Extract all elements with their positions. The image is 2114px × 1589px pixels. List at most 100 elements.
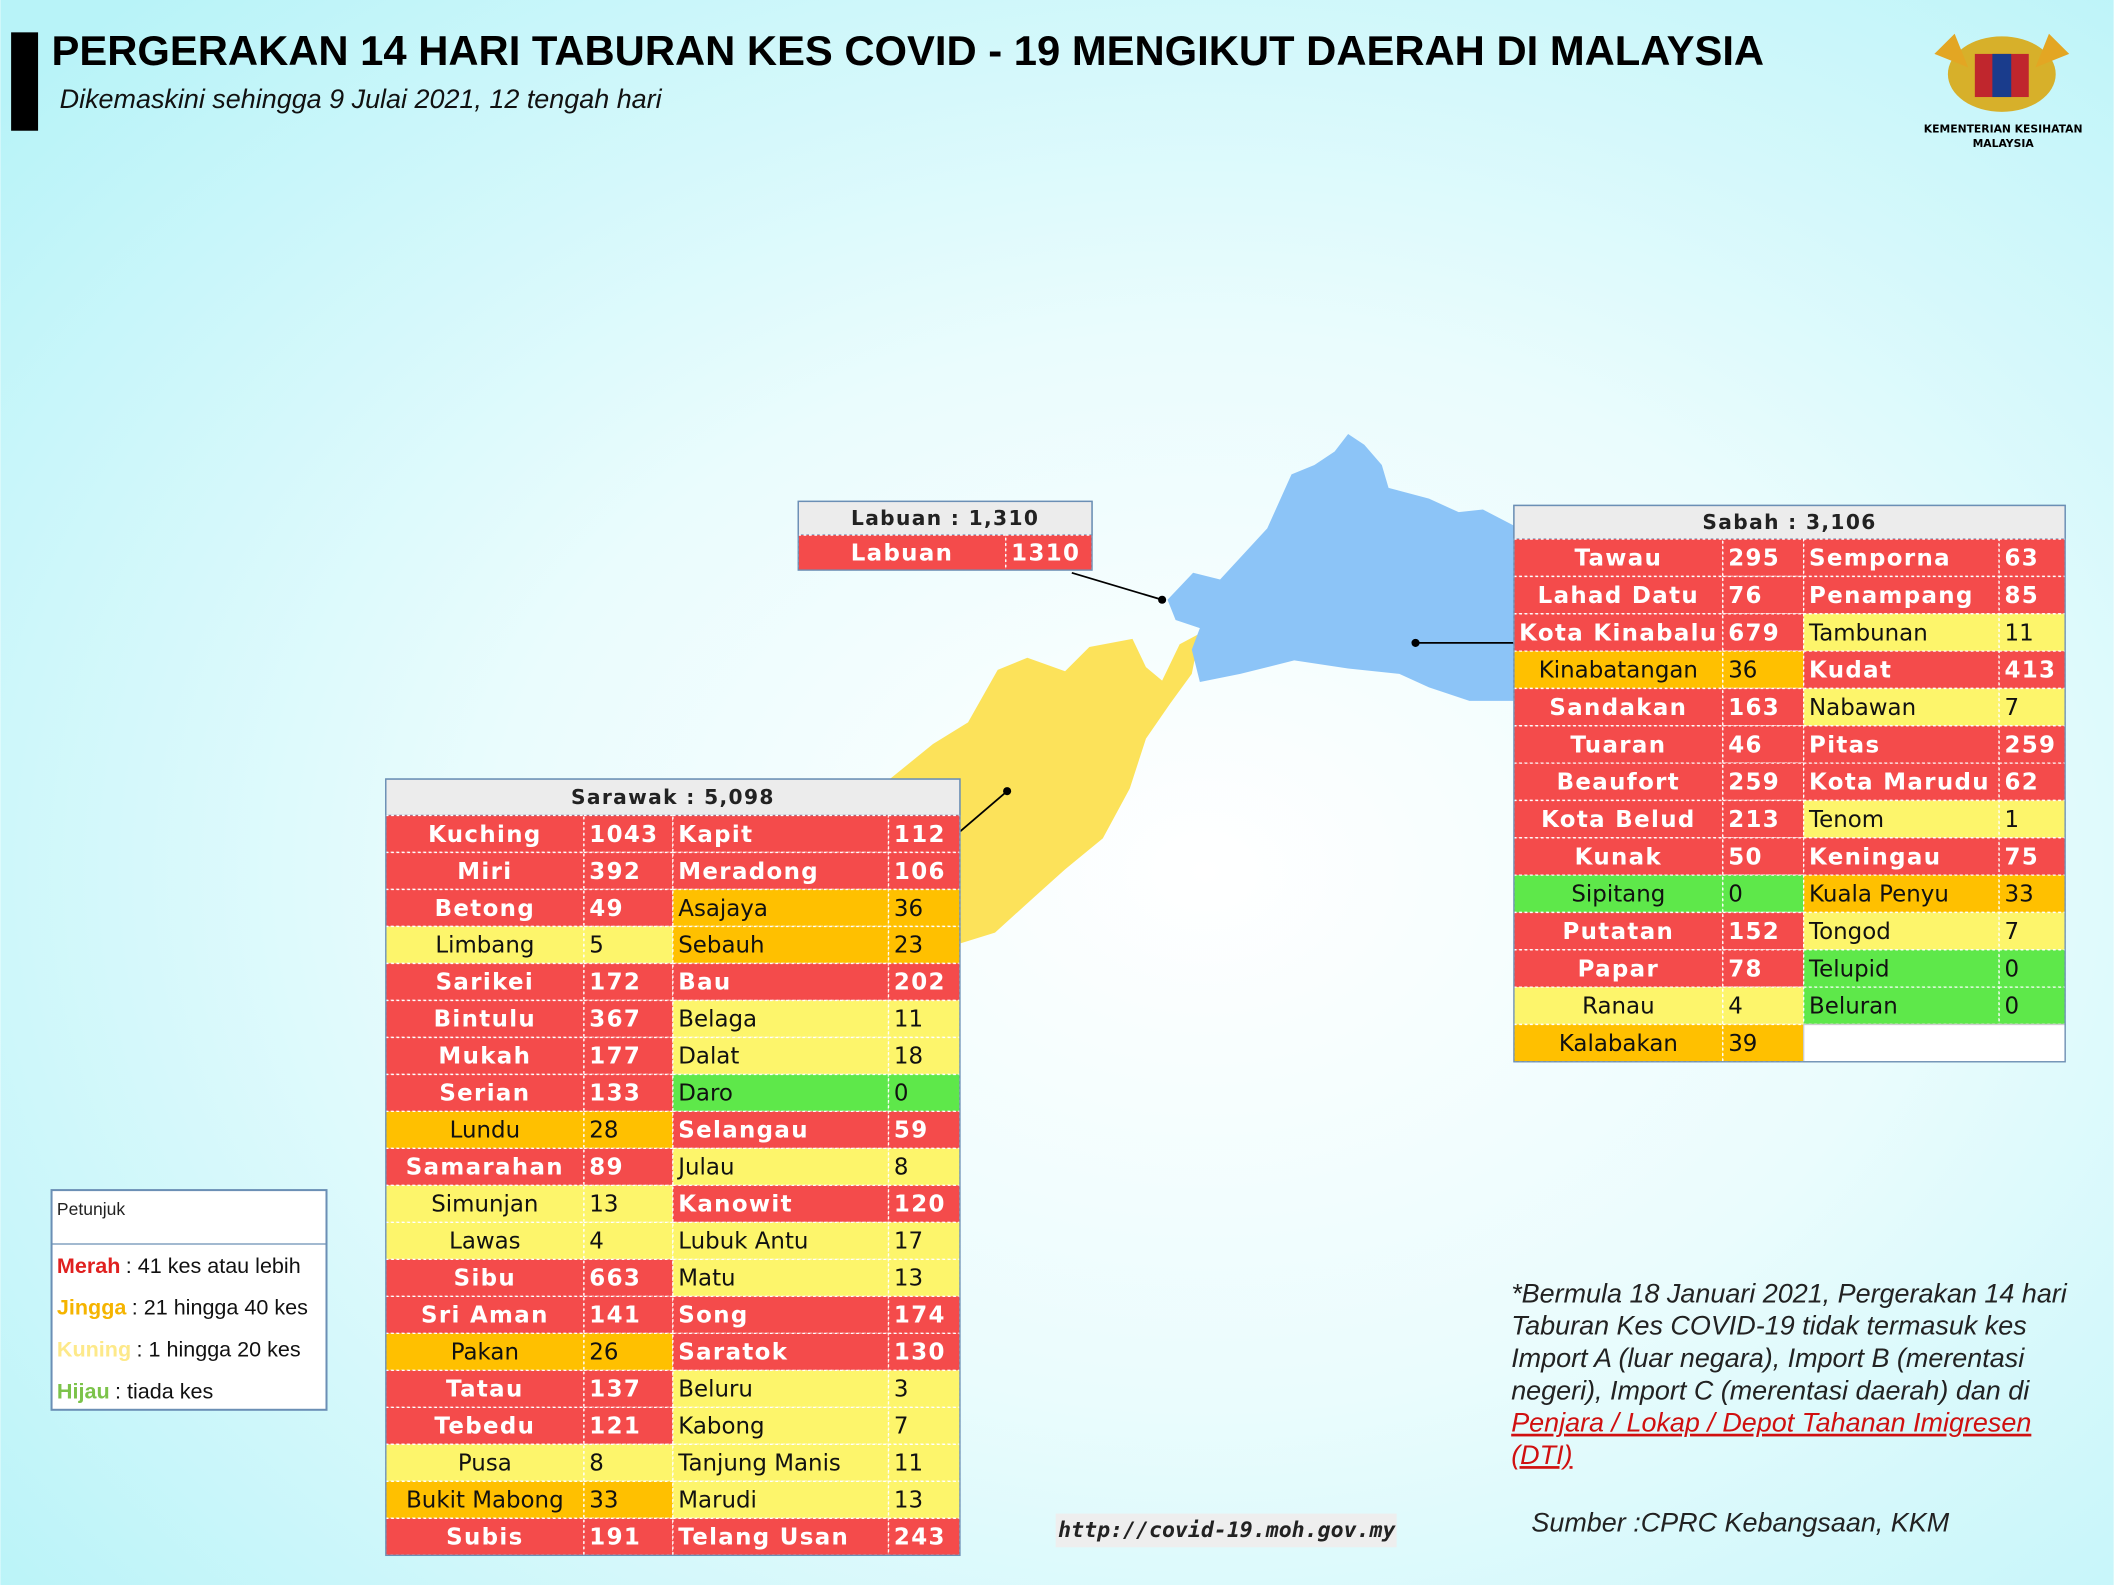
district-value: 62 <box>2004 770 2039 796</box>
legend-text: : tiada kes <box>115 1378 213 1403</box>
district-name: Tenom <box>1808 807 1884 833</box>
district-value: 85 <box>2004 583 2039 609</box>
table-header: Labuan : 1,310 <box>851 506 1039 530</box>
district-name: Kudat <box>1809 658 1892 684</box>
district-name: Kapit <box>678 822 753 848</box>
cell-bg <box>887 1073 961 1113</box>
cell-bg <box>583 1147 674 1187</box>
cell-bg <box>672 1036 890 1076</box>
district-value: 8 <box>589 1451 604 1477</box>
district-name: Dalat <box>678 1044 739 1070</box>
footnote-link: (DTI) <box>1511 1440 1572 1470</box>
district-name: Sipitang <box>1571 882 1665 908</box>
cell-bg <box>672 1295 890 1335</box>
url[interactable]: http://covid-19.moh.gov.my <box>1058 1518 1396 1543</box>
district-value: 11 <box>2004 620 2033 646</box>
district-value: 63 <box>2004 546 2039 572</box>
cell-bg <box>887 999 961 1039</box>
district-name: Tatau <box>446 1377 524 1403</box>
title-bar <box>11 32 39 131</box>
cell-bg <box>1998 874 2066 914</box>
cell-bg <box>1803 613 2000 652</box>
cell-bg <box>887 962 961 1002</box>
district-value: 8 <box>894 1155 909 1181</box>
cell-bg <box>1998 613 2066 652</box>
district-value: 59 <box>894 1118 929 1144</box>
footnote-line: negeri), Import C (merentasi daerah) dan… <box>1511 1375 2030 1405</box>
cell-bg <box>887 1221 961 1261</box>
cell-bg <box>1998 949 2066 988</box>
cell-bg <box>1803 575 2000 615</box>
district-name: Lundu <box>450 1118 520 1144</box>
cell-bg <box>887 851 961 891</box>
district-name: Beaufort <box>1557 770 1681 796</box>
table-header-bg <box>797 500 1093 536</box>
cell-bg <box>583 1406 674 1446</box>
cell-bg <box>887 1517 961 1557</box>
district-value: 0 <box>1728 882 1743 908</box>
cell-bg <box>583 851 674 891</box>
map-sabah <box>1167 433 1514 701</box>
district-name: Kalabakan <box>1559 1031 1678 1057</box>
cell-bg <box>1998 911 2066 951</box>
cell-bg <box>385 851 585 891</box>
cell-bg <box>887 1443 961 1483</box>
cell-bg <box>385 1517 585 1557</box>
district-value: 152 <box>1728 919 1780 945</box>
cell-bg <box>583 1221 674 1261</box>
district-name: Keningau <box>1809 844 1941 870</box>
district-name: Sarikei <box>436 970 535 996</box>
legend-title: Petunjuk <box>57 1199 125 1219</box>
district-value: 76 <box>1728 583 1763 609</box>
cell-bg <box>887 1406 961 1446</box>
district-name: Daro <box>678 1081 733 1107</box>
district-name: Telang Usan <box>678 1525 849 1551</box>
cell-bg <box>1722 687 1805 727</box>
district-name: Lahad Datu <box>1538 583 1699 609</box>
district-value: 137 <box>589 1377 641 1403</box>
district-value: 259 <box>2004 732 2056 758</box>
district-value: 36 <box>1728 658 1757 684</box>
district-value: 163 <box>1728 695 1780 721</box>
district-value: 679 <box>1728 620 1780 646</box>
district-value: 11 <box>894 1451 923 1477</box>
cell-bg <box>1513 762 1724 802</box>
logo-text: KEMENTERIAN KESIHATAN <box>1924 122 2083 135</box>
table-border <box>1513 504 2066 1063</box>
legend-label: Merah <box>57 1253 120 1278</box>
district-name: Pitas <box>1809 732 1880 758</box>
cell-bg <box>385 1480 585 1520</box>
cell-bg <box>385 1443 585 1483</box>
district-value: 13 <box>894 1266 923 1292</box>
district-value: 130 <box>894 1340 946 1366</box>
cell-bg <box>583 1517 674 1557</box>
legend-label: Jingga <box>57 1294 127 1319</box>
district-value: 39 <box>1728 1031 1757 1057</box>
cell-bg <box>1722 650 1805 690</box>
district-name: Selangau <box>678 1118 809 1144</box>
district-name: Samarahan <box>406 1155 564 1181</box>
district-value: 0 <box>2004 994 2019 1020</box>
district-value: 75 <box>2004 844 2039 870</box>
cell-bg <box>583 814 674 854</box>
district-value: 4 <box>589 1229 604 1255</box>
cell-bg <box>672 1147 890 1187</box>
district-value: 177 <box>589 1044 641 1070</box>
district-value: 3 <box>894 1377 909 1403</box>
district-value: 89 <box>589 1155 624 1181</box>
district-value: 78 <box>1728 956 1763 982</box>
district-name: Bau <box>678 970 731 996</box>
district-name: Serian <box>439 1081 530 1107</box>
cell-bg <box>887 1147 961 1187</box>
title: PERGERAKAN 14 HARI TABURAN KES COVID - 1… <box>52 27 1765 74</box>
district-name: Asajaya <box>678 896 768 922</box>
legend: Petunjuk Merah: 41 kes atau lebih Jingga:… <box>50 1189 328 1411</box>
cell-bg <box>583 1073 674 1113</box>
legend-text: : 1 hingga 20 kes <box>137 1336 301 1361</box>
cell-bg <box>1513 650 1724 690</box>
district-value: 46 <box>1728 732 1763 758</box>
district-value: 49 <box>589 896 624 922</box>
footnote-line: Taburan Kes COVID-19 tidak termasuk kes <box>1511 1311 2027 1341</box>
district-name: Betong <box>435 896 535 922</box>
cell-bg <box>385 925 585 965</box>
